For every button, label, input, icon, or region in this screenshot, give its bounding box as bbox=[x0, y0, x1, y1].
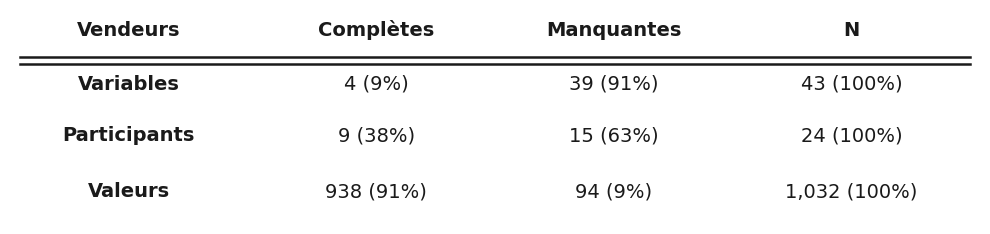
Text: 24 (100%): 24 (100%) bbox=[801, 126, 902, 145]
Text: 9 (38%): 9 (38%) bbox=[338, 126, 415, 145]
Text: 1,032 (100%): 1,032 (100%) bbox=[785, 182, 918, 201]
Text: Complètes: Complètes bbox=[318, 20, 435, 40]
Text: 39 (91%): 39 (91%) bbox=[569, 75, 658, 94]
Text: 938 (91%): 938 (91%) bbox=[326, 182, 427, 201]
Text: 43 (100%): 43 (100%) bbox=[801, 75, 902, 94]
Text: 15 (63%): 15 (63%) bbox=[569, 126, 658, 145]
Text: Vendeurs: Vendeurs bbox=[77, 21, 180, 40]
Text: 94 (9%): 94 (9%) bbox=[575, 182, 652, 201]
Text: Valeurs: Valeurs bbox=[88, 182, 169, 201]
Text: Variables: Variables bbox=[78, 75, 179, 94]
Text: Participants: Participants bbox=[62, 126, 195, 145]
Text: 4 (9%): 4 (9%) bbox=[344, 75, 409, 94]
Text: N: N bbox=[843, 21, 859, 40]
Text: Manquantes: Manquantes bbox=[546, 21, 681, 40]
